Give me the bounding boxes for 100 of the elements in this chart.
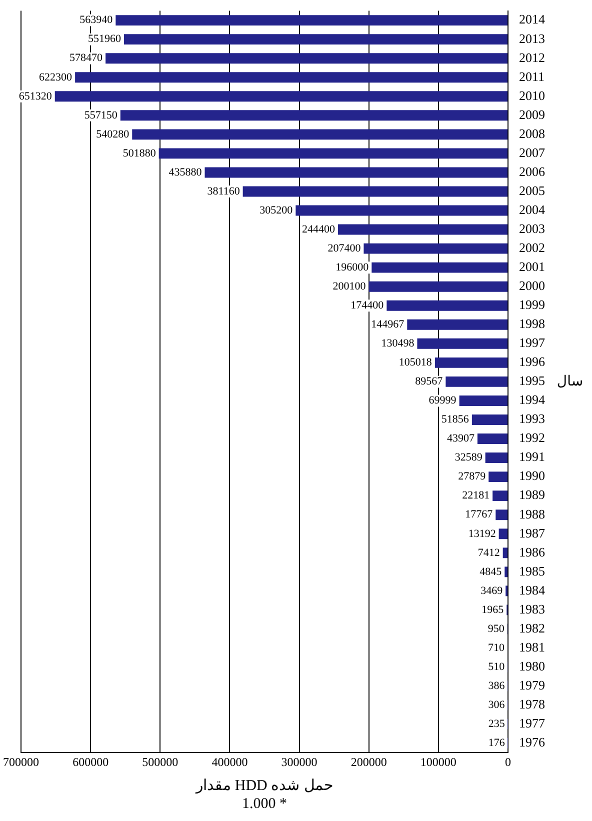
- x-tick-label: 400000: [212, 754, 248, 769]
- y-tick-label: 2007: [519, 144, 546, 160]
- data-label: 196000: [336, 261, 370, 274]
- bar: [386, 300, 508, 311]
- data-label: 3469: [480, 584, 504, 597]
- data-label: 144967: [371, 318, 405, 331]
- bar: [296, 205, 508, 216]
- y-tick-label: 1999: [519, 297, 545, 312]
- data-label: 69999: [428, 394, 457, 407]
- y-tick-label: 1987: [519, 525, 546, 540]
- bar: [132, 129, 508, 140]
- x-tick-label: 300000: [281, 754, 318, 769]
- bar: [485, 452, 508, 464]
- y-tick-label: 1977: [519, 715, 546, 730]
- y-tick-label: 1979: [519, 677, 545, 692]
- data-label: 244400: [302, 223, 336, 236]
- y-tick-label: 2012: [519, 50, 545, 65]
- data-label: 105018: [398, 356, 432, 369]
- y-tick-label: 1985: [519, 563, 545, 578]
- data-label: 306: [488, 698, 506, 711]
- data-label: 381160: [207, 185, 240, 198]
- y-tick-label: 2013: [519, 30, 545, 46]
- data-label: 386: [488, 680, 506, 692]
- data-label: 174400: [350, 300, 384, 312]
- x-tick-label: 200000: [350, 754, 387, 769]
- data-label: 435880: [168, 166, 202, 178]
- y-tick-label: 1983: [519, 601, 545, 616]
- y-tick-label: 2000: [519, 278, 545, 294]
- bar: [446, 376, 508, 387]
- y-tick-label: 1988: [519, 506, 545, 522]
- data-label: 130498: [381, 338, 415, 350]
- y-tick-label: 2006: [519, 164, 546, 179]
- bar: [54, 91, 508, 102]
- y-tick-label: 1997: [519, 335, 546, 350]
- data-label: 89567: [415, 376, 444, 388]
- bar: [75, 72, 508, 83]
- data-label: 501880: [122, 147, 156, 160]
- bar: [124, 34, 508, 45]
- y-tick-label: 2002: [519, 240, 545, 255]
- y-tick-label: 1992: [519, 430, 545, 446]
- bar: [242, 186, 508, 197]
- y-tick-label: 1984: [519, 582, 546, 598]
- data-label: 7412: [478, 546, 500, 559]
- bar: [488, 472, 508, 482]
- bar: [459, 395, 508, 406]
- y-tick-label: 1978: [519, 696, 545, 712]
- data-label: 510: [488, 660, 506, 673]
- y-tick-label: 2003: [519, 220, 545, 236]
- data-label: 563940: [80, 14, 114, 26]
- bar: [372, 262, 508, 273]
- y-tick-label: 1994: [519, 392, 546, 408]
- data-label: 1965: [482, 604, 504, 616]
- data-label: 651320: [18, 90, 52, 102]
- data-label: 540280: [96, 128, 130, 140]
- y-tick-label: 1991: [519, 449, 545, 464]
- data-label: 710: [488, 642, 506, 654]
- y-tick-label: 1995: [519, 373, 545, 388]
- data-label: 51856: [441, 414, 470, 426]
- y-tick-label: 1982: [519, 620, 545, 636]
- y-tick-label: 2005: [519, 182, 545, 198]
- y-tick-label: 1981: [519, 639, 545, 654]
- x-tick-label: 500000: [142, 754, 178, 769]
- data-label: 4845: [480, 566, 502, 578]
- data-label: 622300: [39, 71, 73, 84]
- data-label: 176: [488, 736, 506, 749]
- bar: [434, 357, 508, 368]
- y-tick-label: 2011: [519, 68, 545, 84]
- bar: [338, 224, 508, 235]
- bar: [116, 15, 508, 26]
- y-tick-label: 2014: [519, 12, 546, 27]
- bar: [504, 566, 508, 578]
- bar: [498, 528, 508, 540]
- bar: [368, 281, 508, 292]
- y-tick-label: 1976: [519, 734, 546, 750]
- x-tick-label: 700000: [3, 754, 39, 769]
- bar: [472, 414, 508, 425]
- data-label: 207400: [328, 242, 362, 254]
- y-tick-label: 2004: [519, 202, 546, 217]
- bar: [106, 53, 508, 64]
- data-label: 557150: [84, 109, 118, 122]
- data-label: 200100: [332, 280, 366, 292]
- data-label: 17767: [465, 508, 494, 521]
- data-label: 551960: [88, 33, 122, 46]
- bar: [417, 338, 508, 349]
- bar: [496, 510, 508, 520]
- bar: [120, 110, 508, 121]
- y-tick-label: 1980: [519, 658, 545, 674]
- data-label: 235: [488, 718, 506, 730]
- y-tick-label: 1989: [519, 487, 545, 502]
- y-tick-label: 1993: [519, 411, 545, 426]
- y-tick-label: 1986: [519, 544, 546, 560]
- data-label: 950: [488, 622, 505, 635]
- y-tick-label: 2008: [519, 126, 545, 141]
- x-tick-label: 600000: [72, 754, 109, 769]
- data-label: 578470: [70, 52, 104, 64]
- data-label: 305200: [260, 204, 294, 216]
- data-label: 13192: [468, 528, 496, 540]
- bar: [204, 167, 508, 178]
- y-tick-label: 1998: [519, 316, 545, 332]
- bar: [492, 490, 508, 502]
